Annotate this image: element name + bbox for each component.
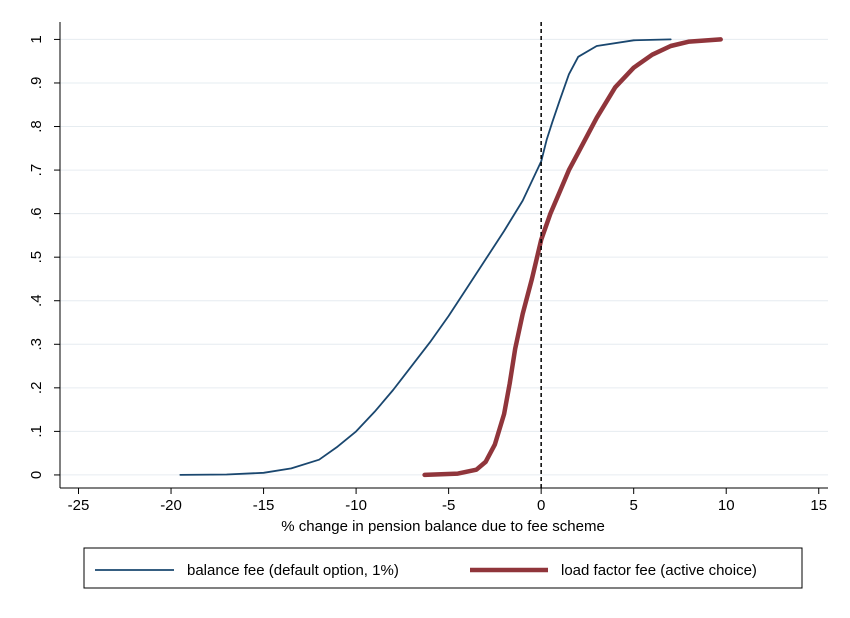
x-tick-label: -15 [253, 497, 275, 514]
y-tick-label: .4 [28, 294, 45, 307]
x-tick-label: 10 [718, 497, 735, 514]
y-tick-label: .2 [28, 382, 45, 395]
y-tick-label: .3 [28, 338, 45, 351]
series-lines [179, 37, 723, 478]
y-tick-label: .6 [28, 207, 45, 220]
y-tick-label: 0 [28, 471, 45, 479]
x-tick-label: -25 [68, 497, 90, 514]
legend: balance fee (default option, 1%) load fa… [83, 547, 803, 589]
y-tick-label: .5 [28, 251, 45, 264]
y-tick-label: .1 [28, 425, 45, 438]
x-tick-label: 0 [537, 497, 545, 514]
y-tick-label: .9 [28, 77, 45, 90]
x-tick-label: -10 [345, 497, 367, 514]
legend-label-balance-fee: balance fee (default option, 1%) [187, 562, 399, 579]
y-tick-label: 1 [28, 35, 45, 43]
x-tick-label: -5 [442, 497, 455, 514]
y-tick-label: .8 [28, 120, 45, 133]
series-line-load-factor-fee [422, 37, 723, 478]
x-tick-label: 5 [630, 497, 638, 514]
y-tick-label: .7 [28, 164, 45, 177]
x-tick-label: 15 [810, 497, 827, 514]
legend-box [83, 547, 803, 589]
x-axis-title: % change in pension balance due to fee s… [281, 518, 605, 535]
axes: -25 -20 -15 -10 -5 0 5 10 15 0 .1 .2 .3 .4 .5 .6 .7 .8 .9 1 [28, 22, 828, 514]
x-tick-label: -20 [160, 497, 182, 514]
series-line-balance-fee [179, 38, 672, 476]
legend-label-load-factor-fee: load factor fee (active choice) [561, 562, 757, 579]
